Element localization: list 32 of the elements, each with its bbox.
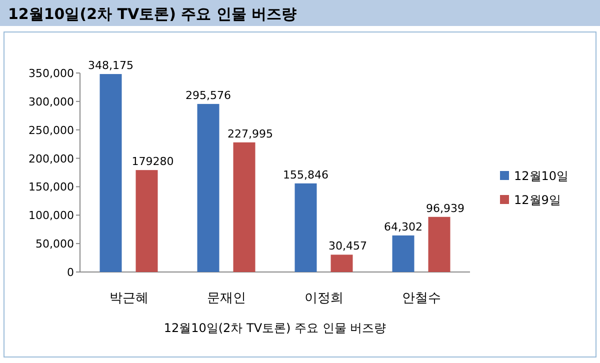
y-tick-label: 200,000 bbox=[28, 152, 74, 166]
data-label: 295,576 bbox=[186, 88, 231, 102]
bar bbox=[136, 170, 158, 272]
y-tick-label: 150,000 bbox=[28, 180, 74, 194]
chart-title: 12월10일(2차 TV토론) 주요 인물 버즈량 bbox=[8, 5, 297, 23]
data-label: 155,846 bbox=[283, 168, 328, 182]
data-label: 64,302 bbox=[384, 220, 422, 234]
legend-label: 12월9일 bbox=[514, 193, 561, 207]
x-axis-title: 12월10일(2차 TV토론) 주요 인물 버즈량 bbox=[164, 321, 386, 335]
bar bbox=[197, 104, 220, 272]
x-tick-label: 문재인 bbox=[206, 291, 246, 306]
bar bbox=[294, 183, 317, 272]
data-label: 348,175 bbox=[88, 59, 134, 72]
data-label: 30,457 bbox=[328, 240, 367, 253]
x-tick-label: 이정희 bbox=[304, 291, 344, 306]
y-tick-label: 0 bbox=[67, 266, 74, 279]
data-label: 96,939 bbox=[426, 202, 464, 215]
data-label: 227,995 bbox=[228, 127, 273, 140]
y-tick-label: 50,000 bbox=[36, 238, 74, 251]
data-label: 179280 bbox=[132, 155, 174, 168]
bar bbox=[233, 142, 256, 272]
bar bbox=[428, 216, 450, 272]
x-tick-label: 박근혜 bbox=[109, 291, 148, 306]
y-tick-label: 350,000 bbox=[28, 67, 74, 80]
bar bbox=[330, 254, 353, 272]
legend-label: 12월10일 bbox=[514, 169, 569, 183]
x-tick-label: 안철수 bbox=[402, 291, 441, 306]
bar bbox=[100, 74, 122, 272]
bar bbox=[392, 235, 414, 272]
y-tick-label: 100,000 bbox=[28, 209, 74, 222]
y-tick-label: 250,000 bbox=[28, 124, 74, 137]
y-tick-label: 300,000 bbox=[28, 95, 74, 108]
